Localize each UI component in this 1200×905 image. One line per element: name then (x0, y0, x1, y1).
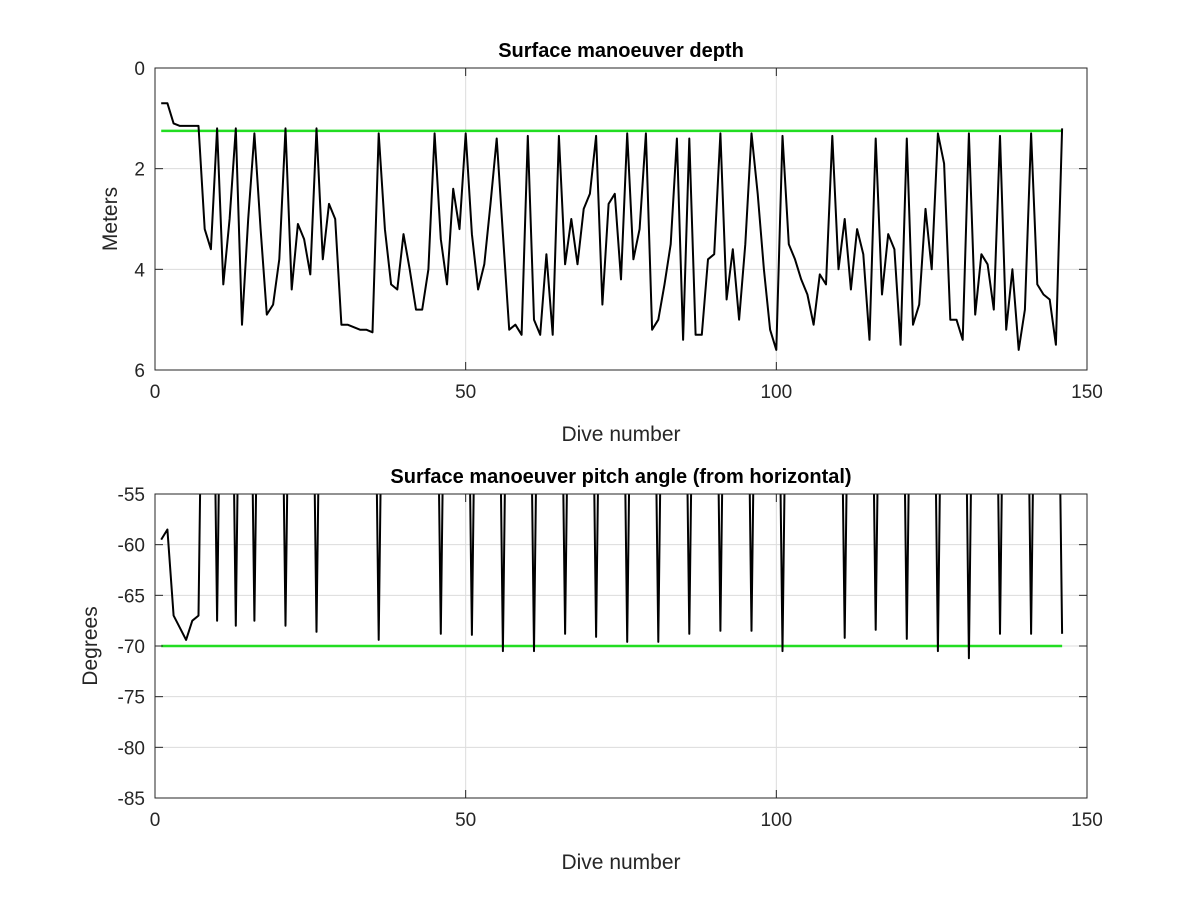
x-tick-label: 100 (760, 810, 792, 831)
plot-area (155, 68, 1087, 370)
x-axis-label: Dive number (561, 423, 680, 446)
x-tick-label: 0 (150, 810, 161, 831)
chart-title: Surface manoeuver depth (498, 40, 744, 62)
chart-panel-1: 0 50 100 150 0 2 4 6 Surface manoeuver depth Dive… (99, 40, 1103, 446)
y-tick-label: -60 (118, 536, 145, 557)
y-tick-label: 4 (134, 260, 145, 281)
x-tick-label: 50 (455, 810, 476, 831)
series-line (161, 102, 1064, 351)
x-tick-label: 0 (150, 382, 161, 403)
y-tick-label: -70 (118, 637, 145, 658)
chart-panel-2: 0 50 100 150 -55 -60 -65 -70 -75 -80 -85 Surface ma… (79, 466, 1103, 874)
y-axis-label: Degrees (79, 606, 102, 685)
chart-title: Surface manoeuver pitch angle (from hori… (390, 466, 851, 488)
x-axis-label: Dive number (561, 851, 680, 874)
y-tick-label: 6 (134, 361, 145, 382)
y-tick-label: -80 (118, 738, 145, 759)
y-tick-label: -85 (118, 789, 145, 810)
y-axis-label: Meters (99, 187, 122, 251)
y-tick-label: -55 (118, 485, 145, 506)
y-tick-label: -65 (118, 586, 145, 607)
y-tick-label: 2 (134, 160, 145, 181)
x-tick-label: 100 (760, 382, 792, 403)
x-tick-label: 50 (455, 382, 476, 403)
axes-box (154, 67, 1088, 371)
y-tick-label: -75 (118, 688, 145, 709)
x-tick-label: 150 (1071, 382, 1103, 403)
y-tick-label: 0 (134, 59, 145, 80)
x-tick-label: 150 (1071, 810, 1103, 831)
